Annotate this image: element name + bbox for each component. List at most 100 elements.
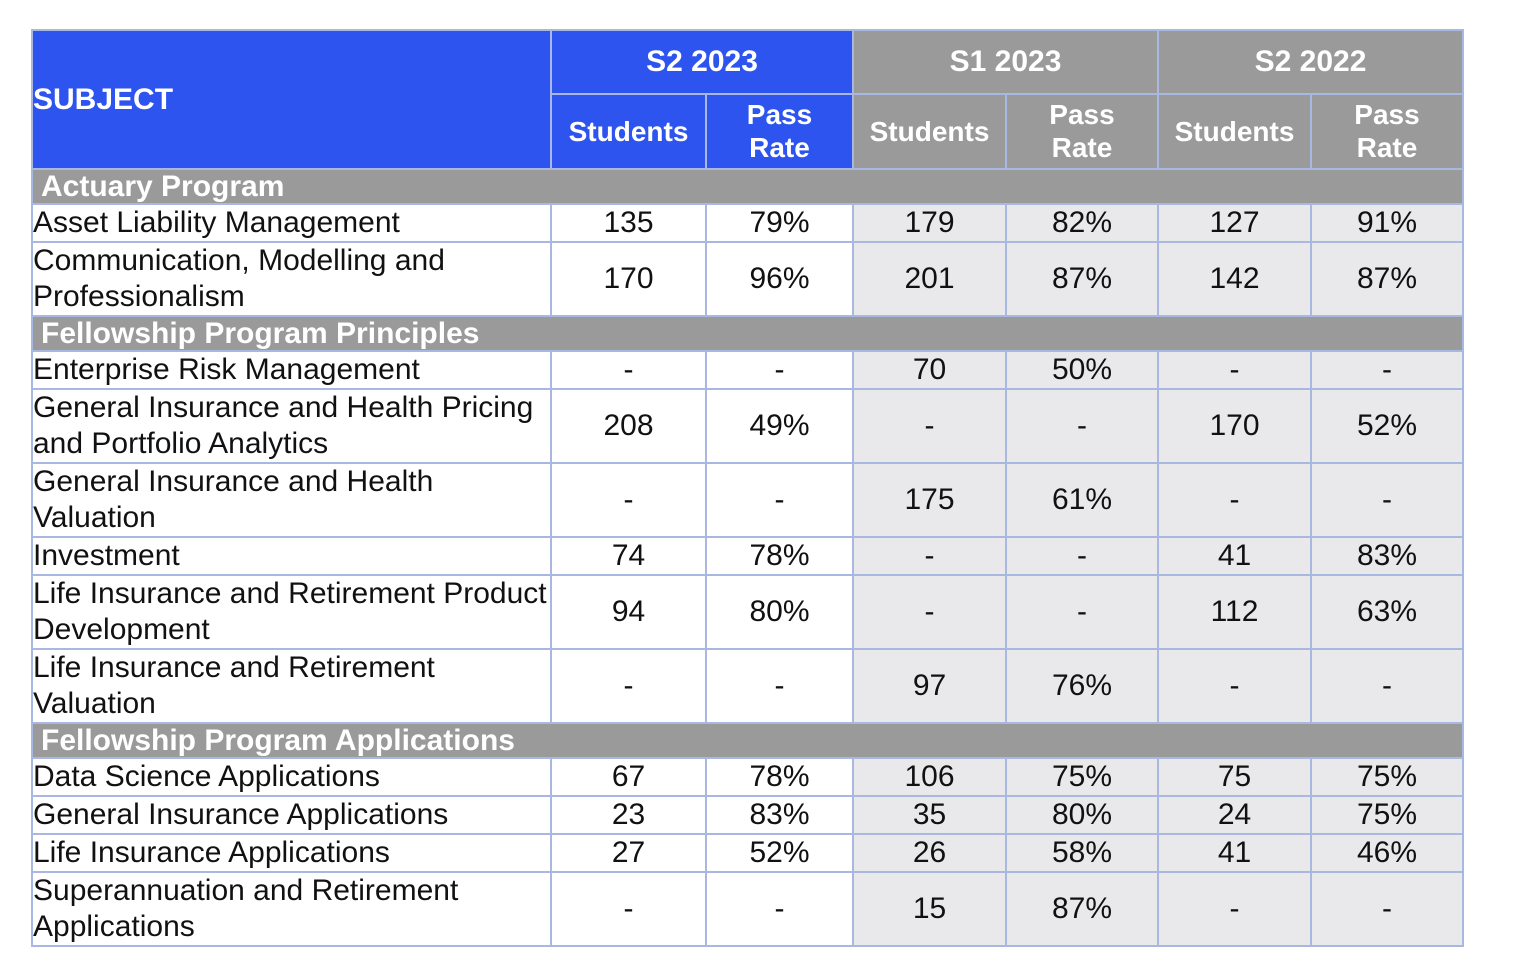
value-cell-s2-2023-students: 27 — [550, 833, 707, 873]
students-header-label: Students — [568, 115, 689, 147]
value-cell-s2-2023-pass-rate: 52% — [705, 833, 854, 873]
subject-cell: Life Insurance Applications — [31, 833, 552, 873]
students-header-s2-2022: Students — [1157, 93, 1312, 170]
value-cell-s1-2023-pass-rate: 87% — [1005, 241, 1159, 317]
value-cell-s1-2023-students: 15 — [852, 871, 1007, 947]
value-cell-s2-2023-students: - — [550, 350, 707, 390]
subject-cell: Enterprise Risk Management — [31, 350, 552, 390]
value-cell-s1-2023-pass-rate: 75% — [1005, 757, 1159, 797]
value-cell-s2-2023-students: 23 — [550, 795, 707, 835]
value-cell-s1-2023-pass-rate: 87% — [1005, 871, 1159, 947]
column-group-s1-2023: S1 2023 — [852, 29, 1159, 95]
table-row-enterprise-risk-management: Enterprise Risk Management - -70 50% - - — [31, 350, 1464, 390]
column-group-s2-2023: S2 2023 — [550, 29, 854, 95]
value-cell-s2-2023-students: - — [550, 648, 707, 724]
value-cell-s2-2023-pass-rate: 49% — [705, 388, 854, 464]
subject-cell: General Insurance and Health Pricing and… — [31, 388, 552, 464]
value-cell-s2-2023-pass-rate: 78% — [705, 757, 854, 797]
subject-cell: Life Insurance and Retirement Product De… — [31, 574, 552, 650]
table-row-general-insurance-and-health-pricing-and-portfolio-analytics: General Insurance and Health Pricing and… — [31, 388, 1464, 464]
pass-rate-header-label: Pass Rate — [1049, 99, 1115, 163]
students-header-label: Students — [869, 115, 990, 147]
value-cell-s2-2023-pass-rate: - — [705, 648, 854, 724]
value-cell-s1-2023-students: - — [852, 574, 1007, 650]
table-row-general-insurance-and-health-valuation: General Insurance and Health Valuation - -… — [31, 462, 1464, 538]
value-cell-s1-2023-students: 35 — [852, 795, 1007, 835]
value-cell-s2-2023-students: 94 — [550, 574, 707, 650]
section-row-fellowship-program-principles: Fellowship Program Principles — [31, 315, 1464, 352]
value-cell-s1-2023-pass-rate: 58% — [1005, 833, 1159, 873]
value-cell-s2-2023-pass-rate: - — [705, 350, 854, 390]
value-cell-s2-2022-pass-rate: 46% — [1310, 833, 1464, 873]
pass-rate-header-s2-2023: Pass Rate — [705, 93, 854, 170]
section-row-actuary-program: Actuary Program — [31, 168, 1464, 205]
value-cell-s2-2022-pass-rate: - — [1310, 648, 1464, 724]
value-cell-s2-2022-students: 127 — [1157, 203, 1312, 243]
value-cell-s1-2023-students: - — [852, 536, 1007, 576]
table-row-asset-liability-management: Asset Liability Management 135 79% 179 82% 12… — [31, 203, 1464, 243]
value-cell-s2-2023-pass-rate: 80% — [705, 574, 854, 650]
value-cell-s2-2022-pass-rate: 63% — [1310, 574, 1464, 650]
value-cell-s1-2023-pass-rate: 82% — [1005, 203, 1159, 243]
value-cell-s2-2022-pass-rate: 87% — [1310, 241, 1464, 317]
value-cell-s2-2022-students: 170 — [1157, 388, 1312, 464]
value-cell-s2-2023-pass-rate: - — [705, 871, 854, 947]
value-cell-s1-2023-pass-rate: 61% — [1005, 462, 1159, 538]
section-title: Actuary Program — [31, 168, 1464, 205]
value-cell-s2-2022-pass-rate: 75% — [1310, 795, 1464, 835]
pass-rate-header-label: Pass Rate — [1354, 99, 1420, 163]
table-row-life-insurance-and-retirement-valuation: Life Insurance and Retirement Valuation -… — [31, 648, 1464, 724]
subject-cell: Superannuation and Retirement Applicatio… — [31, 871, 552, 947]
value-cell-s2-2022-students: 41 — [1157, 833, 1312, 873]
section-row-fellowship-program-applications: Fellowship Program Applications — [31, 722, 1464, 759]
value-cell-s1-2023-students: 97 — [852, 648, 1007, 724]
value-cell-s2-2023-pass-rate: - — [705, 462, 854, 538]
value-cell-s2-2023-students: 208 — [550, 388, 707, 464]
section-title: Fellowship Program Principles — [31, 315, 1464, 352]
value-cell-s2-2022-pass-rate: - — [1310, 462, 1464, 538]
section-title: Fellowship Program Applications — [31, 722, 1464, 759]
value-cell-s1-2023-students: 70 — [852, 350, 1007, 390]
students-header-s2-2023: Students — [550, 93, 707, 170]
results-table: SUBJECT S2 2023 S1 2023 S2 2022 Students… — [31, 29, 1464, 947]
subject-cell: General Insurance and Health Valuation — [31, 462, 552, 538]
value-cell-s2-2022-students: - — [1157, 462, 1312, 538]
value-cell-s2-2023-students: - — [550, 462, 707, 538]
value-cell-s2-2023-students: 170 — [550, 241, 707, 317]
table-row-data-science-applications: Data Science Applications 67 78% 106 75% 75 75… — [31, 757, 1464, 797]
value-cell-s2-2023-students: 74 — [550, 536, 707, 576]
value-cell-s2-2022-students: - — [1157, 350, 1312, 390]
value-cell-s2-2022-pass-rate: 75% — [1310, 757, 1464, 797]
value-cell-s2-2022-pass-rate: 83% — [1310, 536, 1464, 576]
value-cell-s2-2022-students: 142 — [1157, 241, 1312, 317]
value-cell-s2-2022-pass-rate: - — [1310, 871, 1464, 947]
table-row-life-insurance-and-retirement-product-development: Life Insurance and Retirement Product De… — [31, 574, 1464, 650]
pass-rate-header-s1-2023: Pass Rate — [1005, 93, 1159, 170]
pass-rate-header-s2-2022: Pass Rate — [1310, 93, 1464, 170]
table-body: Actuary Program Asset Liability Managemen… — [31, 168, 1464, 947]
value-cell-s2-2022-students: - — [1157, 648, 1312, 724]
subject-cell: General Insurance Applications — [31, 795, 552, 835]
value-cell-s1-2023-students: - — [852, 388, 1007, 464]
table-row-communication-modelling-and-professionalism: Communication, Modelling and Professiona… — [31, 241, 1464, 317]
table-row-superannuation-and-retirement-applications: Superannuation and Retirement Applicatio… — [31, 871, 1464, 947]
value-cell-s2-2022-students: 112 — [1157, 574, 1312, 650]
value-cell-s2-2023-pass-rate: 96% — [705, 241, 854, 317]
value-cell-s2-2022-students: - — [1157, 871, 1312, 947]
value-cell-s1-2023-students: 201 — [852, 241, 1007, 317]
subject-cell: Investment — [31, 536, 552, 576]
subject-cell: Life Insurance and Retirement Valuation — [31, 648, 552, 724]
table-row-investment: Investment 74 78% - -41 83% — [31, 536, 1464, 576]
students-header-s1-2023: Students — [852, 93, 1007, 170]
value-cell-s1-2023-students: 175 — [852, 462, 1007, 538]
value-cell-s1-2023-pass-rate: - — [1005, 574, 1159, 650]
value-cell-s2-2022-students: 75 — [1157, 757, 1312, 797]
table-row-general-insurance-applications: General Insurance Applications 23 83% 35 80%… — [31, 795, 1464, 835]
pass-rate-table-container: SUBJECT S2 2023 S1 2023 S2 2022 Students… — [31, 29, 1464, 947]
subject-cell: Asset Liability Management — [31, 203, 552, 243]
column-group-s2-2022: S2 2022 — [1157, 29, 1464, 95]
value-cell-s2-2023-students: 135 — [550, 203, 707, 243]
value-cell-s2-2023-students: 67 — [550, 757, 707, 797]
value-cell-s2-2023-students: - — [550, 871, 707, 947]
value-cell-s1-2023-students: 106 — [852, 757, 1007, 797]
